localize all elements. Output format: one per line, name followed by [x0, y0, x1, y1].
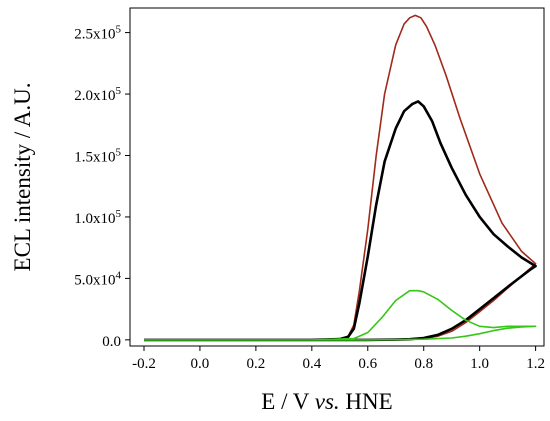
- y-tick-label: 1.5x105: [74, 146, 121, 165]
- x-tick-label: 0.0: [191, 356, 210, 372]
- series-lines: [144, 14, 537, 342]
- y-tick-label: 2.5x105: [74, 24, 121, 43]
- series-line-2: [144, 100, 537, 342]
- series-line-1: [144, 14, 537, 341]
- y-axis-label: ECL intensity / A.U.: [10, 83, 35, 272]
- plot-frame: [129, 7, 545, 347]
- x-tick-label: -0.2: [132, 356, 156, 372]
- series-line-3: [144, 289, 537, 341]
- y-tick-label: 0.0: [102, 334, 121, 350]
- x-tick-label: 0.4: [302, 356, 321, 372]
- y-tick-label: 1.0x105: [74, 208, 121, 227]
- x-tick-label: 0.8: [414, 356, 433, 372]
- x-tick-label: 1.0: [470, 356, 489, 372]
- x-tick-label: 1.2: [526, 356, 545, 372]
- y-tick-label: 5.0x104: [74, 269, 121, 288]
- x-tick-label: 0.6: [358, 356, 377, 372]
- x-axis-label: E / V vs. HNE: [261, 389, 392, 414]
- y-tick-label: 2.0x105: [74, 85, 121, 104]
- x-tick-label: 0.2: [247, 356, 266, 372]
- axis-ticks: [125, 32, 537, 351]
- tick-labels: -0.2 0.0 0.2 0.4 0.6 0.8 1.0 1.2 0.0 5.0x104 1.0x1…: [74, 24, 545, 372]
